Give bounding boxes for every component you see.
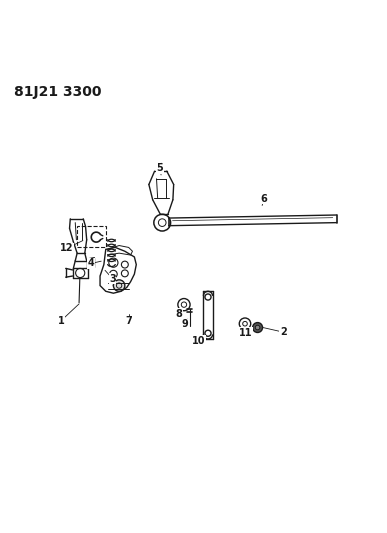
Text: 4: 4 (88, 259, 95, 269)
Circle shape (113, 280, 125, 292)
Text: 2: 2 (280, 327, 286, 337)
Text: 9: 9 (182, 319, 188, 329)
Circle shape (253, 322, 262, 333)
Text: 8: 8 (176, 309, 182, 319)
Bar (77, 227, 106, 247)
Text: 7: 7 (125, 317, 132, 326)
Text: 12: 12 (60, 243, 74, 253)
Text: 81J21 3300: 81J21 3300 (14, 85, 102, 99)
Text: 5: 5 (157, 164, 163, 173)
Text: 3: 3 (109, 274, 116, 284)
Text: 6: 6 (261, 193, 267, 204)
Text: 1: 1 (58, 316, 65, 326)
Text: 10: 10 (192, 335, 205, 345)
Circle shape (255, 325, 260, 330)
Text: 11: 11 (240, 328, 253, 338)
